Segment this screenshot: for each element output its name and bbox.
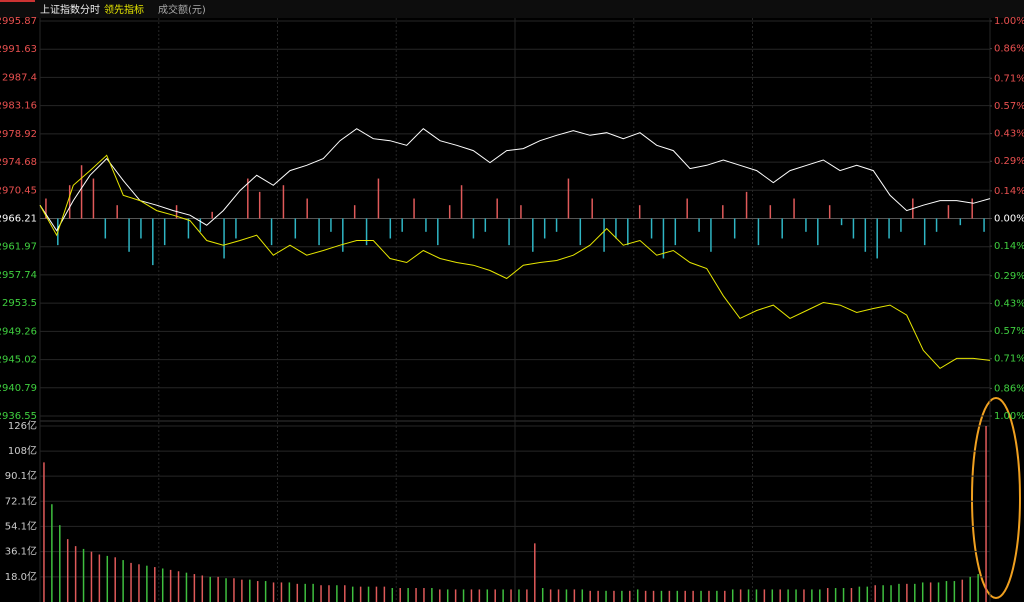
y-tick-label: 2945.02 xyxy=(0,355,37,366)
y2-tick-label: 0.14% xyxy=(994,186,1024,197)
y-tick-label: 2957.74 xyxy=(0,270,37,281)
volume-title: 成交额(元) xyxy=(158,3,206,16)
header-bar xyxy=(0,0,1024,18)
highlight-circle xyxy=(971,397,1021,599)
y-tick-label: 2987.4 xyxy=(2,72,37,83)
y-tick-label: 36.1亿 xyxy=(5,545,37,558)
y-tick-label: 126亿 xyxy=(8,419,37,432)
y-tick-label: 2936.55 xyxy=(0,411,37,422)
y-tick-label: 2961.97 xyxy=(0,242,37,253)
y-tick-label: 108亿 xyxy=(8,444,37,457)
chart-title: 上证指数 xyxy=(40,3,80,16)
y2-tick-label: 1.00% xyxy=(994,411,1024,422)
y2-tick-label: 0.86% xyxy=(994,383,1024,394)
y2-tick-label: 0.29% xyxy=(994,271,1024,282)
line-series xyxy=(39,154,991,370)
y-tick-label: 2991.63 xyxy=(0,44,37,55)
y-tick-label: 2978.92 xyxy=(0,129,37,140)
chart-subtitle: 分时 xyxy=(80,4,100,16)
y2-tick-label: 0.43% xyxy=(994,298,1024,309)
y2-tick-label: 0.14% xyxy=(994,241,1024,252)
y-tick-label: 54.1亿 xyxy=(5,519,37,532)
y-tick-label: 2995.87 xyxy=(0,16,37,27)
y-tick-label: 2949.26 xyxy=(0,326,37,337)
y2-tick-label: 0.71% xyxy=(994,73,1024,84)
y2-tick-label: 0.00% xyxy=(994,214,1024,225)
y2-tick-label: 0.71% xyxy=(994,354,1024,365)
y-tick-label: 2953.5 xyxy=(2,298,37,309)
line-series xyxy=(39,128,991,232)
legend-entry: 领先指标 xyxy=(104,3,144,16)
y2-tick-label: 0.86% xyxy=(994,44,1024,55)
y-tick-label: 2966.21 xyxy=(0,214,37,225)
y-tick-label: 90.1亿 xyxy=(5,469,37,482)
y-tick-label: 2983.16 xyxy=(0,101,37,112)
y-tick-label: 2970.45 xyxy=(0,185,37,196)
y-tick-label: 18.0亿 xyxy=(5,570,37,583)
y-tick-label: 72.1亿 xyxy=(5,494,37,507)
y2-tick-label: 0.57% xyxy=(994,326,1024,337)
y2-tick-label: 0.29% xyxy=(994,156,1024,167)
y2-tick-label: 0.57% xyxy=(994,101,1024,112)
y2-tick-label: 1.00% xyxy=(994,16,1024,27)
y2-tick-label: 0.43% xyxy=(994,129,1024,140)
